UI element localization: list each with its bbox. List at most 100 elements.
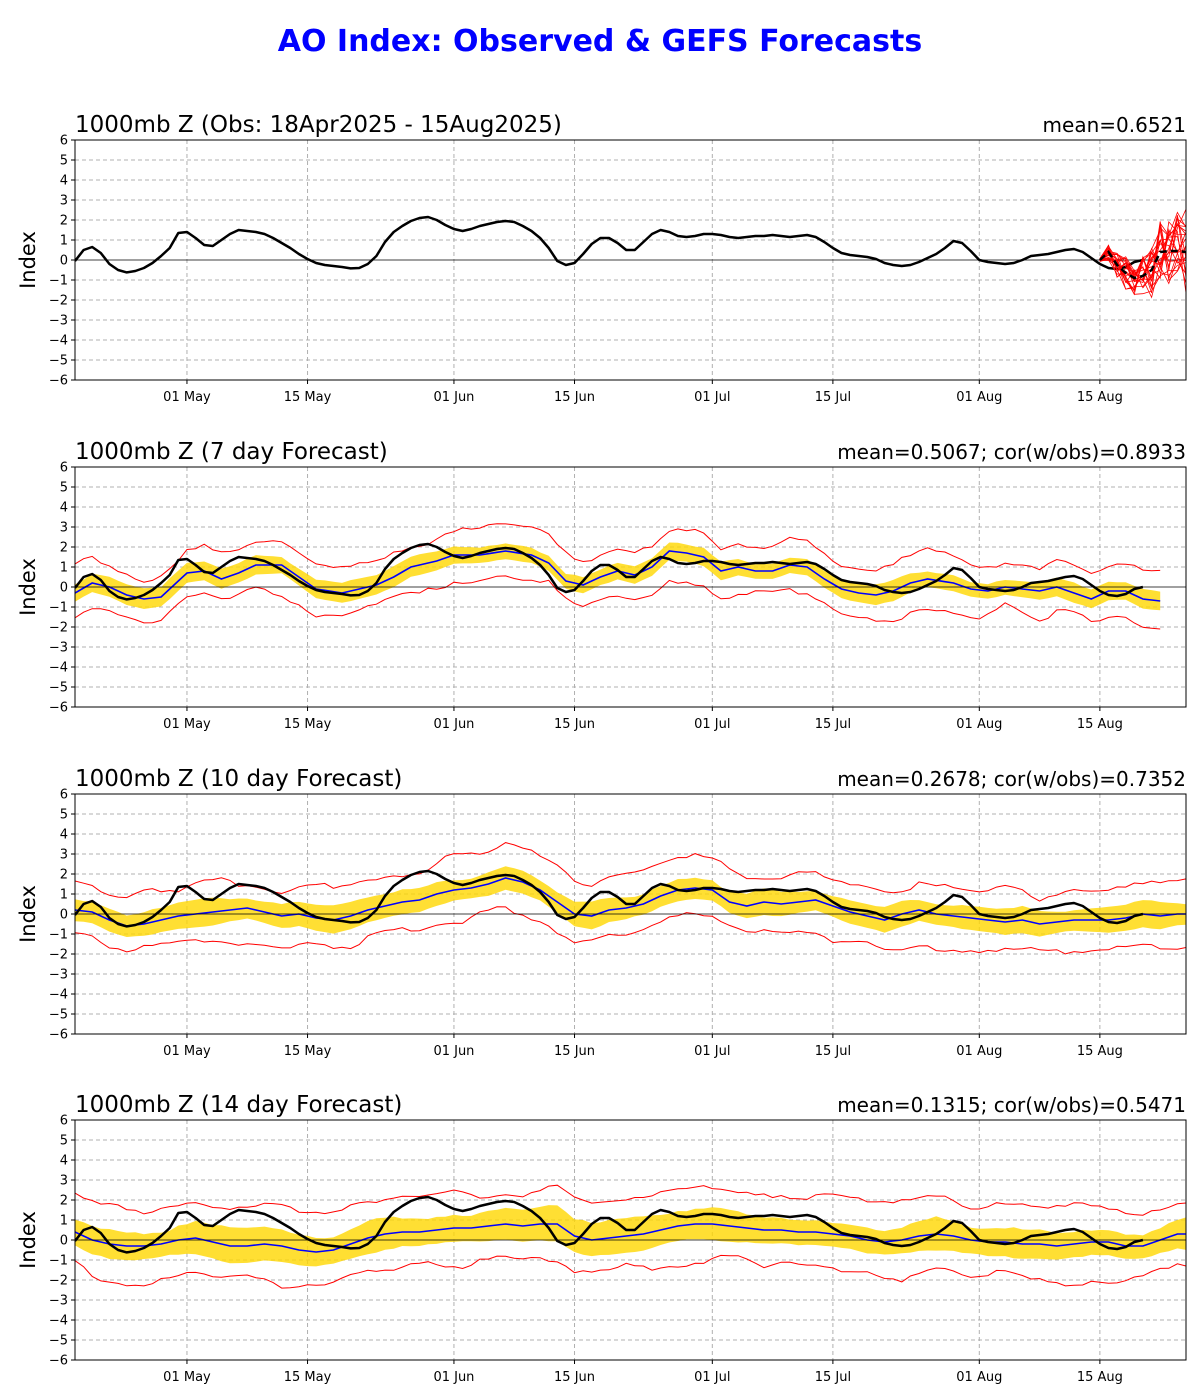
y-tick-label: 4	[60, 1154, 68, 1169]
grid-lines	[75, 467, 1186, 707]
y-tick-label: −5	[49, 1334, 68, 1349]
y-tick-label: 5	[60, 808, 68, 823]
y-tick-label: −5	[49, 681, 68, 696]
y-tick-label: −6	[49, 1354, 68, 1369]
panel-3: −6 −5 −4 −3 −2 −1 0 1 2 3 4 5 6 01 May 15 May 01 Jun 15 …	[16, 766, 1187, 1059]
max-line	[75, 523, 1161, 583]
x-tick-label: 01 Jul	[694, 1044, 730, 1059]
x-tick-label: 01 Jun	[433, 1044, 474, 1059]
y-tick-label: 2	[60, 541, 68, 556]
x-tick-label: 15 Jul	[815, 390, 851, 405]
y-tick-label: 0	[60, 908, 68, 923]
panel-stats: mean=0.2678; cor(w/obs)=0.7352	[837, 767, 1186, 791]
x-tick-label: 15 Jul	[815, 1370, 851, 1385]
y-tick-label: −4	[49, 1314, 68, 1329]
y-tick-label: −1	[49, 274, 68, 289]
panel-title: 1000mb Z (7 day Forecast)	[75, 439, 388, 465]
y-tick-label: 5	[60, 481, 68, 496]
panel-title: 1000mb Z (10 day Forecast)	[75, 766, 402, 792]
x-tick-label: 01 Aug	[956, 717, 1002, 732]
y-tick-label: 0	[60, 581, 68, 596]
x-tick-label: 01 May	[163, 1044, 211, 1059]
y-tick-label: 4	[60, 828, 68, 843]
y-tick-label: 1	[60, 561, 68, 576]
y-tick-label: −4	[49, 334, 68, 349]
x-tick-label: 01 Aug	[956, 390, 1002, 405]
x-tick-label: 15 Aug	[1077, 717, 1123, 732]
y-tick-label: −2	[49, 948, 68, 963]
x-tick-label: 15 May	[284, 1370, 332, 1385]
observed-line	[75, 1195, 1144, 1254]
observed-line	[75, 215, 1144, 274]
y-tick-label: 2	[60, 1194, 68, 1209]
y-tick-label: 6	[60, 788, 68, 803]
spread-band	[75, 866, 1186, 937]
grid-lines	[75, 1120, 1186, 1360]
x-tick-label: 15 May	[284, 390, 332, 405]
x-tick-label: 15 Aug	[1077, 1370, 1123, 1385]
y-tick-label: 2	[60, 214, 68, 229]
min-line	[75, 906, 1186, 955]
x-tick-label: 15 May	[284, 1044, 332, 1059]
y-tick-label: 3	[60, 1174, 68, 1189]
panel-title: 1000mb Z (Obs: 18Apr2025 - 15Aug2025)	[75, 112, 562, 138]
x-tick-label: 15 Jun	[554, 717, 595, 732]
y-tick-label: −2	[49, 621, 68, 636]
y-tick-label: 1	[60, 234, 68, 249]
forecast-mean-line	[1099, 249, 1186, 280]
panel-title: 1000mb Z (14 day Forecast)	[75, 1092, 402, 1118]
y-tick-label: 0	[60, 254, 68, 269]
y-tick-label: 0	[60, 1234, 68, 1249]
y-tick-label: −3	[49, 968, 68, 983]
min-line	[75, 1254, 1186, 1289]
panel-stats: mean=0.6521	[1043, 113, 1186, 137]
y-tick-label: −1	[49, 1254, 68, 1269]
x-tick-label: 01 May	[163, 1370, 211, 1385]
ensemble-mean-line	[75, 877, 1186, 927]
y-tick-label: 3	[60, 848, 68, 863]
y-tick-label: 4	[60, 501, 68, 516]
x-tick-label: 01 Jul	[694, 1370, 730, 1385]
x-tick-label: 01 Jun	[433, 717, 474, 732]
max-line	[75, 842, 1186, 902]
panel-stats: mean=0.1315; cor(w/obs)=0.5471	[837, 1093, 1186, 1117]
x-tick-label: 15 Jul	[815, 717, 851, 732]
y-tick-label: −6	[49, 1028, 68, 1043]
y-tick-label: −1	[49, 928, 68, 943]
panel-2: −6 −5 −4 −3 −2 −1 0 1 2 3 4 5 6 01 May 15 May 01 Jun 15 …	[16, 439, 1187, 732]
observed-line	[75, 542, 1144, 601]
y-axis-label: Index	[16, 558, 40, 616]
x-tick-label: 01 Jun	[433, 390, 474, 405]
figure-title: AO Index: Observed & GEFS Forecasts	[278, 24, 922, 59]
y-tick-label: 6	[60, 1114, 68, 1129]
x-tick-label: 15 Aug	[1077, 390, 1123, 405]
y-tick-label: −2	[49, 294, 68, 309]
panel-4: −6 −5 −4 −3 −2 −1 0 1 2 3 4 5 6 01 May 15 May 01 Jun 15 …	[16, 1092, 1187, 1385]
y-axis-label: Index	[16, 231, 40, 289]
y-tick-label: −2	[49, 1274, 68, 1289]
spread-band	[75, 542, 1161, 611]
y-tick-label: 5	[60, 1134, 68, 1149]
y-tick-label: 1	[60, 888, 68, 903]
member-line	[1099, 224, 1186, 294]
x-tick-label: 01 Aug	[956, 1370, 1002, 1385]
y-tick-label: −5	[49, 1008, 68, 1023]
y-axis-label: Index	[16, 885, 40, 943]
x-tick-label: 15 May	[284, 717, 332, 732]
forecast-members	[1099, 209, 1186, 299]
x-tick-label: 01 May	[163, 717, 211, 732]
panel-stats: mean=0.5067; cor(w/obs)=0.8933	[837, 440, 1186, 464]
x-tick-label: 15 Jul	[815, 1044, 851, 1059]
x-tick-label: 01 Aug	[956, 1044, 1002, 1059]
panel-1: −6 −5 −4 −3 −2 −1 0 1 2 3 4 5 6 01 May 15 May 01 Jun 15 …	[16, 112, 1187, 405]
x-tick-label: 01 May	[163, 390, 211, 405]
y-tick-label: 5	[60, 154, 68, 169]
y-tick-label: 3	[60, 521, 68, 536]
y-tick-label: −3	[49, 641, 68, 656]
x-tick-label: 15 Jun	[554, 1370, 595, 1385]
y-axis-label: Index	[16, 1211, 40, 1269]
x-tick-label: 15 Jun	[554, 1044, 595, 1059]
x-tick-label: 15 Jun	[554, 390, 595, 405]
y-tick-label: −3	[49, 314, 68, 329]
y-tick-label: 3	[60, 194, 68, 209]
